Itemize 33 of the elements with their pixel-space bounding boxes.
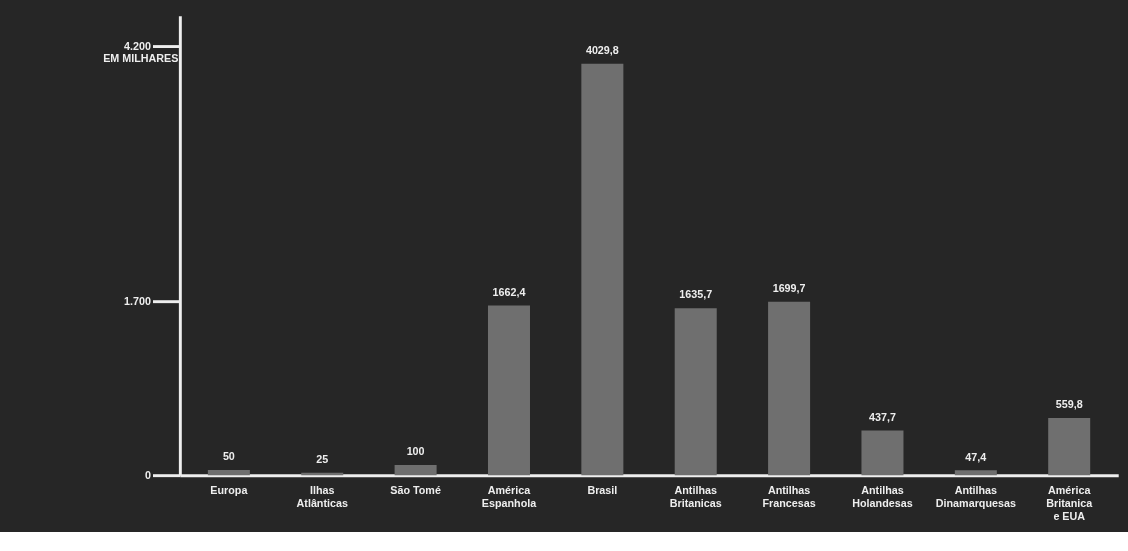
- bar: [1048, 418, 1091, 476]
- x-tick-label: Antilhas Holandesas: [852, 484, 913, 509]
- x-tick-label: Ilhas Atlânticas: [296, 484, 348, 509]
- bar: [394, 464, 437, 476]
- x-tick-label: Antilhas Britanicas: [669, 484, 722, 509]
- bar: [768, 301, 811, 476]
- x-tick-label: América Britanica e EUA: [1046, 484, 1094, 522]
- bar: [954, 470, 997, 476]
- y-tick-label: 4.200: [124, 39, 152, 52]
- bar: [207, 470, 250, 476]
- data-label: 25: [316, 452, 329, 465]
- data-label: 50: [222, 450, 235, 463]
- data-label: 1699,7: [772, 281, 806, 294]
- x-tick-label: São Tomé: [390, 484, 441, 497]
- data-label: 1635,7: [679, 288, 713, 301]
- y-tick-label: 0: [145, 468, 152, 481]
- x-tick-label: Antilhas Francesas: [762, 484, 816, 509]
- data-label: 437,7: [869, 410, 896, 423]
- bar: [674, 308, 717, 476]
- y-axis-title: EM MILHARES: [103, 51, 179, 64]
- data-label: 100: [406, 445, 425, 458]
- bar: [861, 430, 904, 476]
- x-tick-label: Europa: [210, 484, 249, 497]
- data-label: 559,8: [1055, 398, 1083, 411]
- bar: [487, 305, 530, 476]
- data-label: 1662,4: [492, 285, 526, 298]
- y-tick-label: 1.700: [124, 295, 152, 308]
- x-tick-label: Antilhas Dinamarquesas: [935, 484, 1016, 509]
- bar: [581, 63, 624, 476]
- x-tick-label: Brasil: [587, 484, 618, 497]
- data-label: 47,4: [965, 450, 987, 463]
- data-label: 4029,8: [585, 44, 619, 56]
- x-tick-label: América Espanhola: [481, 484, 538, 509]
